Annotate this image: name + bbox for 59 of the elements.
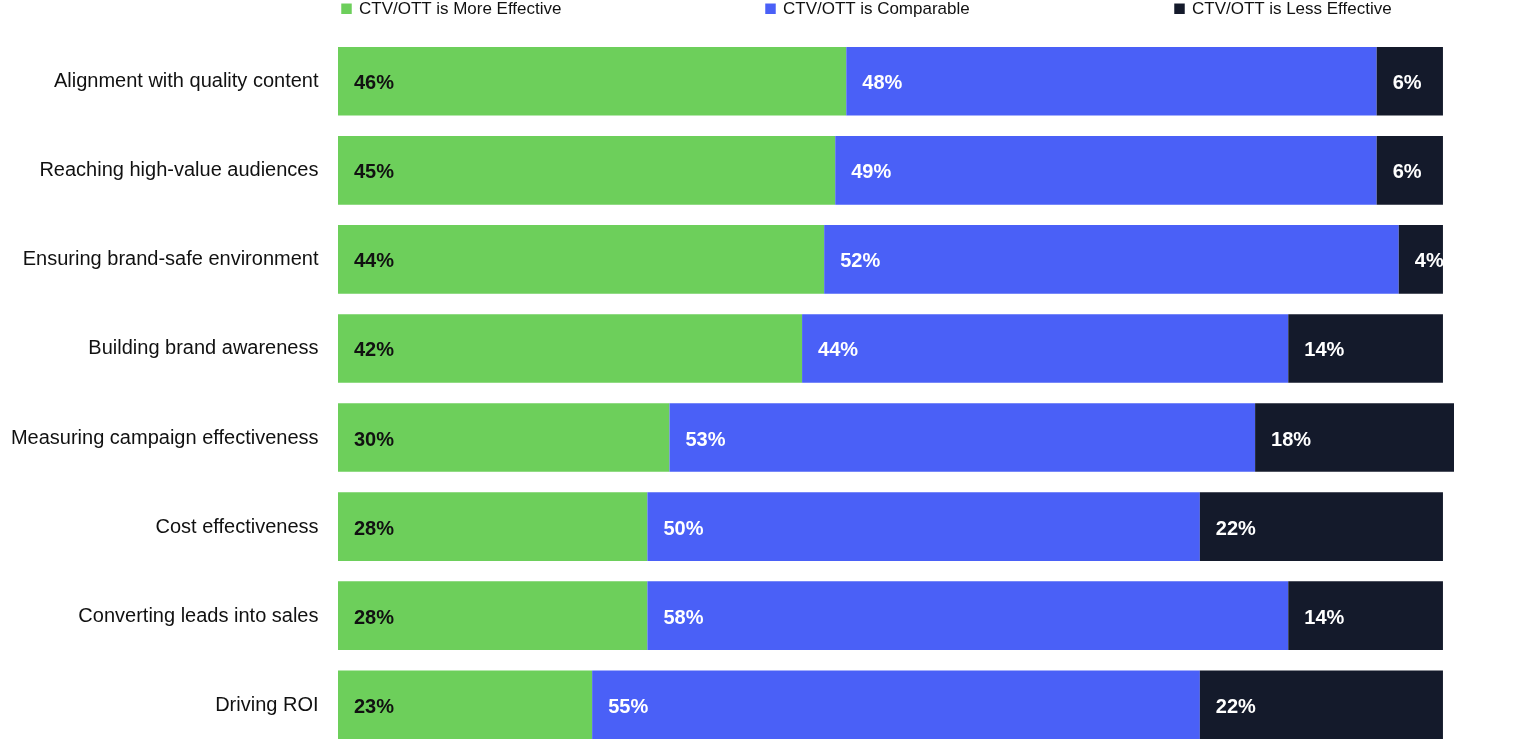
- data-label: 22%: [1215, 516, 1257, 539]
- data-label: 49%: [851, 160, 892, 183]
- data-label: 48%: [862, 71, 903, 94]
- data-label: 6%: [1392, 160, 1422, 183]
- bar: [835, 136, 1377, 205]
- y-tick-label: Measuring campaign effectiveness: [10, 425, 319, 448]
- bar: [338, 47, 847, 116]
- data-label: 14%: [1304, 338, 1345, 361]
- data-label: 28%: [354, 605, 395, 628]
- data-label: 14%: [1304, 605, 1345, 628]
- bar: [1288, 314, 1443, 383]
- bar: [1288, 581, 1443, 650]
- legend-label: CTV/OTT is Comparable: [783, 0, 970, 18]
- bar: [1199, 670, 1443, 739]
- data-label: 22%: [1215, 694, 1257, 717]
- bar: [338, 136, 836, 205]
- bar: [1398, 225, 1443, 294]
- bar: [802, 314, 1289, 383]
- y-tick-label: Cost effectiveness: [155, 514, 319, 537]
- y-tick-label: Converting leads into sales: [78, 603, 319, 626]
- data-label: 4%: [1414, 249, 1444, 272]
- y-tick-label: Reaching high-value audiences: [39, 158, 319, 181]
- bar: [647, 492, 1200, 561]
- bar: [338, 225, 825, 294]
- bar: [1376, 136, 1443, 205]
- data-label: 44%: [818, 338, 859, 361]
- bar: [338, 670, 593, 739]
- bar: [647, 581, 1289, 650]
- data-label: 50%: [663, 516, 704, 539]
- data-label: 55%: [608, 694, 649, 717]
- legend-label: CTV/OTT is More Effective: [359, 0, 562, 18]
- bar: [669, 403, 1256, 472]
- bar: [338, 314, 803, 383]
- data-label: 44%: [354, 249, 395, 272]
- data-label: 52%: [840, 249, 881, 272]
- bar: [1199, 492, 1443, 561]
- data-label: 28%: [354, 516, 395, 539]
- bar: [1376, 47, 1443, 116]
- bar: [338, 581, 648, 650]
- y-tick-label: Driving ROI: [215, 692, 319, 715]
- data-label: 45%: [354, 160, 395, 183]
- data-label: 58%: [663, 605, 704, 628]
- data-label: 42%: [354, 338, 395, 361]
- y-tick-label: Alignment with quality content: [53, 69, 319, 92]
- data-label: 53%: [685, 427, 726, 450]
- data-label: 6%: [1392, 71, 1422, 94]
- bar: [338, 492, 648, 561]
- bar: [338, 403, 670, 472]
- legend-label: CTV/OTT is Less Effective: [1192, 0, 1392, 18]
- data-label: 30%: [354, 427, 395, 450]
- bar: [1255, 403, 1454, 472]
- y-tick-label: Building brand awareness: [88, 336, 319, 359]
- y-tick-label: Ensuring brand-safe environment: [22, 247, 319, 270]
- data-label: 18%: [1271, 427, 1312, 450]
- bar: [592, 670, 1200, 739]
- bar: [846, 47, 1377, 116]
- data-label: 46%: [354, 71, 395, 94]
- data-label: 23%: [354, 694, 395, 717]
- bar: [824, 225, 1399, 294]
